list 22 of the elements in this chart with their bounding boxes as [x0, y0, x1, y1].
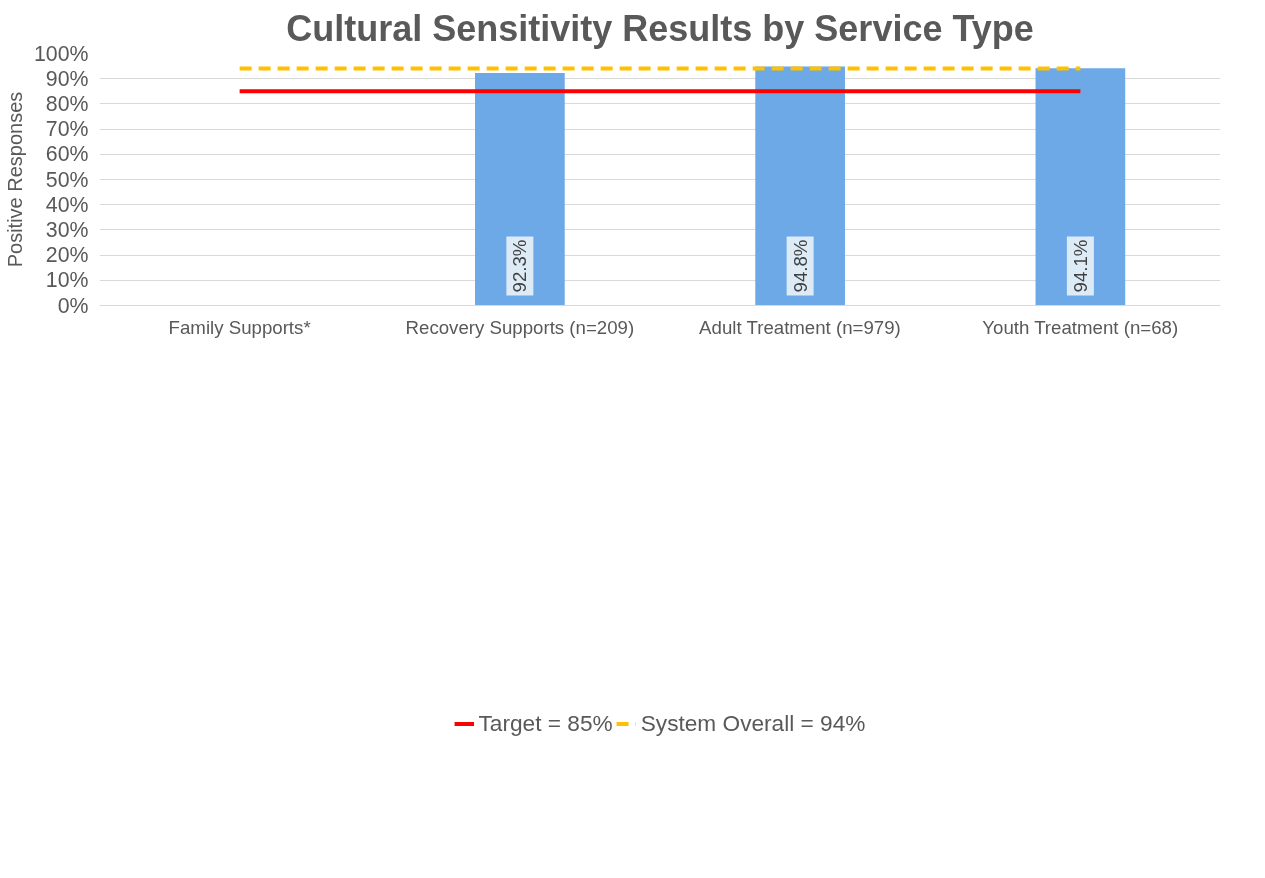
x-tick-label: Family Supports*	[168, 316, 311, 338]
x-tick-label: Adult Treatment (n=979)	[699, 316, 901, 338]
legend-label: Target = 85%	[478, 709, 613, 737]
y-tick-label: 40%	[45, 192, 89, 217]
y-tick-label: 90%	[45, 66, 89, 91]
y-tick-label: 50%	[45, 167, 89, 192]
y-tick-label: 20%	[45, 243, 89, 268]
x-tick-label: Youth Treatment (n=68)	[982, 316, 1179, 338]
y-tick-label: 30%	[45, 217, 89, 242]
data-label: 92.3%	[509, 239, 531, 293]
y-axis-title: Positive Responses	[3, 91, 26, 268]
y-tick-label: 10%	[45, 268, 89, 293]
legend-label: System Overall = 94%	[640, 709, 866, 737]
data-label: 94.8%	[789, 239, 811, 293]
chart-title: Cultural Sensitivity Results by Service Type	[286, 7, 1034, 49]
data-label: 94.1%	[1069, 239, 1091, 293]
y-tick-label: 100%	[33, 41, 89, 66]
x-tick-label: Recovery Supports (n=209)	[405, 316, 635, 338]
y-tick-label: 0%	[57, 293, 89, 318]
y-tick-label: 80%	[45, 91, 89, 116]
y-tick-label: 60%	[45, 142, 89, 167]
y-tick-label: 70%	[45, 117, 89, 142]
